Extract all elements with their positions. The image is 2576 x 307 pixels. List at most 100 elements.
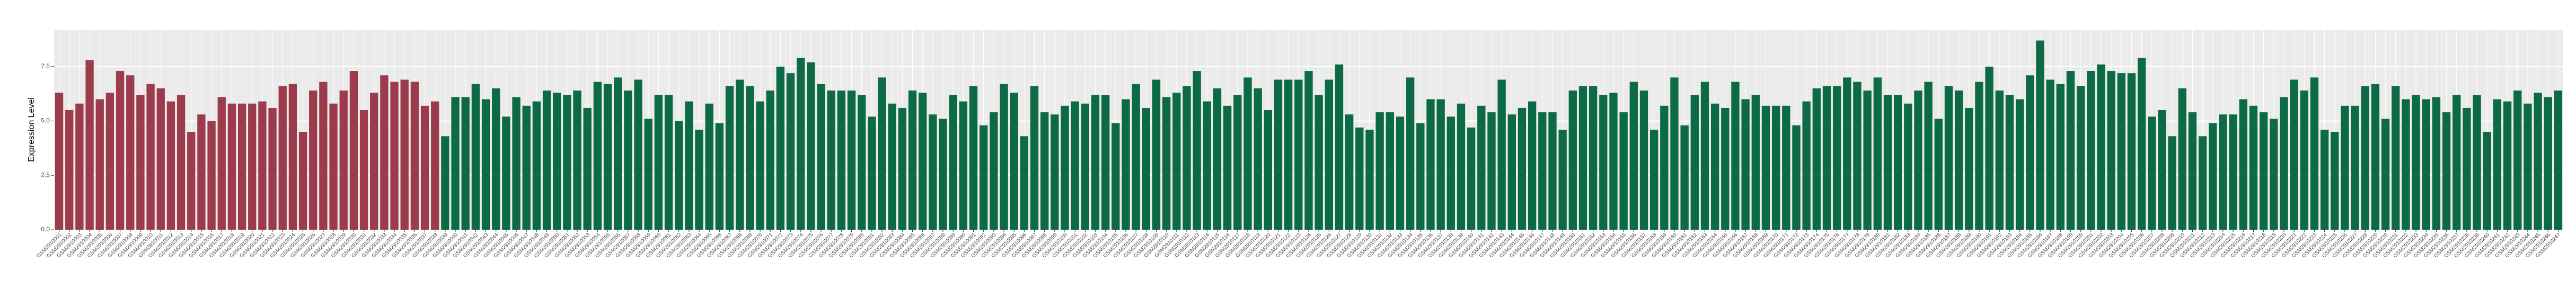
bar (1710, 103, 1719, 230)
bar (1426, 99, 1435, 230)
bar (1690, 95, 1699, 230)
bar (420, 105, 429, 230)
bar (2056, 84, 2065, 230)
bar (431, 101, 439, 230)
bar (1578, 86, 1587, 230)
bar (2341, 105, 2349, 230)
bar (309, 91, 317, 230)
bar (1538, 112, 1547, 230)
bar (1985, 66, 1993, 230)
bar (2453, 95, 2461, 230)
bar (1619, 112, 1628, 230)
bar (166, 101, 175, 230)
bar (1091, 95, 1100, 230)
bar (695, 130, 703, 230)
bar (1345, 114, 1354, 230)
bar (2392, 86, 2400, 230)
bar (1477, 105, 1486, 230)
bar (1934, 119, 1943, 230)
bar (1051, 114, 1059, 230)
bar (1325, 79, 1333, 230)
bar (634, 79, 642, 230)
bar (1741, 99, 1750, 230)
bar (2229, 114, 2237, 230)
bar (2137, 58, 2146, 230)
bar (797, 58, 805, 230)
bar (563, 95, 571, 230)
bar (105, 93, 114, 230)
bar (1335, 64, 1344, 230)
bar (2290, 79, 2298, 230)
bar (959, 101, 968, 230)
bar (492, 88, 500, 230)
bar (95, 99, 104, 230)
bar (1558, 130, 1567, 230)
bar (1183, 86, 1191, 230)
bar (390, 82, 399, 230)
bar (1792, 125, 1801, 230)
bar (1507, 114, 1516, 230)
bar (644, 119, 652, 230)
bar (2270, 119, 2278, 230)
bar (776, 66, 785, 230)
bar (766, 91, 774, 230)
bar (1904, 103, 1912, 230)
bar (217, 97, 226, 230)
bar (1853, 82, 1862, 230)
bar (1548, 112, 1557, 230)
bar (2178, 88, 2186, 230)
bar (512, 97, 521, 230)
bar (1487, 112, 1496, 230)
bar (2046, 79, 2054, 230)
bar (1832, 86, 1841, 230)
bar (1203, 101, 1212, 230)
bar (878, 77, 886, 230)
bar (1446, 116, 1455, 230)
bar (1680, 125, 1689, 230)
bar (1081, 103, 1090, 230)
bar (187, 132, 196, 230)
bar (2198, 136, 2207, 230)
bar (2087, 71, 2095, 230)
bar (1111, 123, 1120, 230)
bar (2300, 91, 2308, 230)
bar (990, 112, 998, 230)
bar (370, 93, 378, 230)
bar (1040, 112, 1049, 230)
bar (1223, 105, 1232, 230)
bar (1142, 107, 1151, 230)
bar (2209, 123, 2217, 230)
bar (573, 91, 581, 230)
bar (1995, 91, 2004, 230)
bar (2331, 132, 2339, 230)
bar (2381, 119, 2390, 230)
bar (1589, 86, 1598, 230)
bar (2117, 73, 2125, 230)
bar (675, 121, 683, 230)
bar (939, 119, 947, 230)
bar (2422, 99, 2430, 230)
bar (1944, 86, 1953, 230)
bar (278, 86, 287, 230)
bar (1355, 127, 1364, 230)
bar (258, 101, 267, 230)
bar (2168, 136, 2176, 230)
bar (898, 107, 907, 230)
bar (1649, 130, 1658, 230)
bar (2259, 112, 2268, 230)
bar (1965, 107, 1973, 230)
bar (1233, 95, 1242, 230)
bar (126, 75, 135, 230)
y-axis-label: Expression Level (27, 97, 36, 162)
bar (614, 77, 622, 230)
bar (1822, 86, 1831, 230)
bar (2361, 86, 2369, 230)
bar (664, 95, 673, 230)
bar (207, 121, 216, 230)
bar (2076, 86, 2085, 230)
bar (583, 107, 592, 230)
bar (542, 91, 551, 230)
bar (2483, 132, 2491, 230)
bar (2463, 107, 2471, 230)
bar (461, 97, 470, 230)
